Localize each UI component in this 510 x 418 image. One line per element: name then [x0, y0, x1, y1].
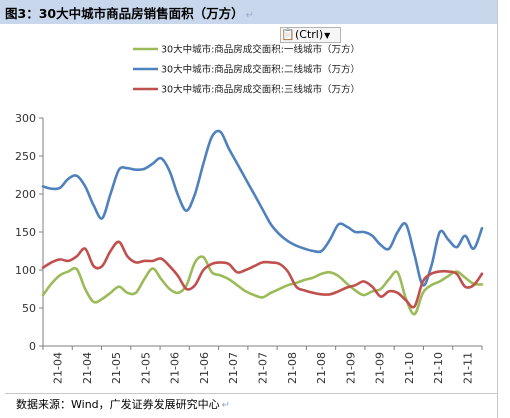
series-line-2 [41, 129, 484, 287]
x-tick-label: 21-10 [403, 352, 416, 384]
series-line-3 [41, 240, 484, 309]
figure-title: 图3：30大中城市商品房销售面积（万方） ↵ [5, 3, 254, 22]
legend-label-1: 30大中城市:商品房成交面积:一线城市（万方） [161, 44, 360, 56]
y-tick-label: 100 [15, 264, 36, 277]
x-tick-label: 21-11 [461, 352, 474, 384]
x-tick-label: 21-04 [52, 352, 65, 384]
x-tick-label: 21-10 [432, 352, 445, 384]
y-tick-label: 0 [29, 340, 36, 353]
chart-series [41, 129, 484, 316]
x-tick-label: 21-08 [315, 352, 328, 384]
paste-options-button[interactable]: 📋(Ctrl)▼ [280, 27, 341, 43]
paste-options-label: (Ctrl) [295, 28, 324, 41]
x-tick-label: 21-06 [169, 352, 182, 384]
figure-title-text: 图3：30大中城市商品房销售面积（万方） [5, 6, 244, 21]
x-tick-label: 21-07 [227, 352, 240, 384]
legend-label-2: 30大中城市:商品房成交面积:二线城市（万方） [161, 64, 360, 76]
paragraph-mark-icon: ↵ [221, 400, 231, 411]
y-tick-label: 150 [15, 226, 36, 239]
x-tick-label: 21-09 [344, 352, 357, 384]
y-tick-label: 250 [15, 150, 36, 163]
chevron-down-icon: ▼ [324, 31, 331, 40]
clipboard-icon: 📋 [281, 28, 295, 41]
x-tick-label: 21-08 [286, 352, 299, 384]
x-tick-label: 21-05 [139, 352, 152, 384]
y-tick-label: 50 [22, 302, 36, 315]
chart-axes: 0 50 100 150 200 250 300 21-04 21-04 21-05 21-05 21… [15, 112, 483, 384]
x-tick-label: 21-09 [374, 352, 387, 384]
y-tick-label: 200 [15, 188, 36, 201]
legend-label-3: 30大中城市:商品房成交面积:三线城市（万方） [161, 84, 360, 96]
x-tick-label: 21-07 [257, 352, 270, 384]
page-margin-line [497, 0, 498, 418]
figure-title-bar: 图3：30大中城市商品房销售面积（万方） ↵ [0, 0, 497, 24]
x-tick-label: 21-05 [110, 352, 123, 384]
x-tick-label: 21-06 [198, 352, 211, 384]
y-tick-label: 300 [15, 112, 36, 125]
source-divider [5, 393, 497, 394]
source-note: 数据来源：Wind，广发证券发展研究中心 ↵ [16, 396, 230, 412]
chart-legend: 30大中城市:商品房成交面积:一线城市（万方） 30大中城市:商品房成交面积:二线… [133, 44, 360, 96]
line-chart: 30大中城市:商品房成交面积:一线城市（万方） 30大中城市:商品房成交面积:二线… [15, 44, 484, 384]
paragraph-mark-icon: ↵ [245, 10, 254, 21]
source-text: 数据来源：Wind，广发证券发展研究中心 [16, 398, 220, 411]
x-tick-label: 21-04 [81, 352, 94, 384]
